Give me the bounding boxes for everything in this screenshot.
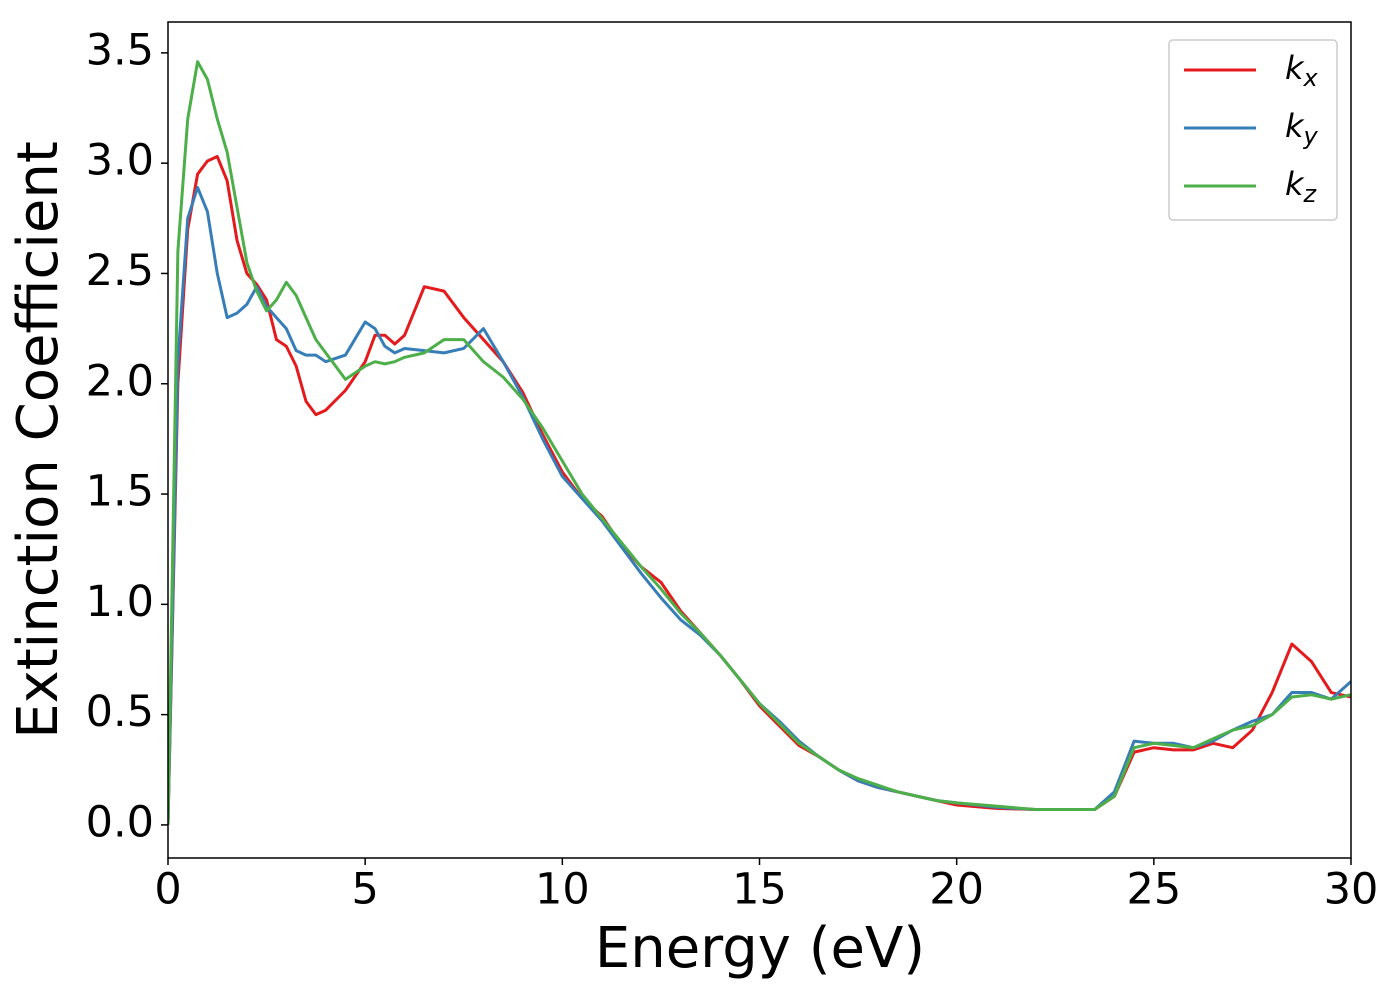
y-tick-label: 3.0 — [86, 136, 154, 186]
data-line — [168, 60, 1351, 825]
legend-label: ky — [1285, 107, 1319, 150]
y-tick-label: 0.5 — [86, 687, 154, 737]
x-tick-label: 0 — [154, 865, 181, 915]
data-line — [168, 185, 1351, 825]
plot-frame — [167, 21, 1352, 859]
x-tick-label: 20 — [929, 865, 984, 915]
legend-label: kz — [1285, 165, 1318, 208]
y-tick-label: 1.0 — [86, 577, 154, 627]
x-tick-label: 10 — [535, 865, 590, 915]
x-tick-label: 25 — [1126, 865, 1181, 915]
y-tick-label: 2.5 — [86, 246, 154, 296]
x-tick-label: 30 — [1324, 865, 1379, 915]
y-tick-label: 3.5 — [86, 25, 154, 75]
legend-box — [1168, 39, 1338, 221]
x-tick-label: 15 — [732, 865, 787, 915]
y-tick-label: 1.5 — [86, 467, 154, 517]
x-axis-label: Energy (eV) — [595, 916, 925, 981]
y-axis-label: Extinction Coefficient — [6, 141, 71, 739]
y-tick-label: 0.0 — [86, 797, 154, 847]
legend-label: kx — [1285, 49, 1319, 92]
x-tick-label: 5 — [351, 865, 378, 915]
y-tick-label: 2.0 — [86, 356, 154, 406]
